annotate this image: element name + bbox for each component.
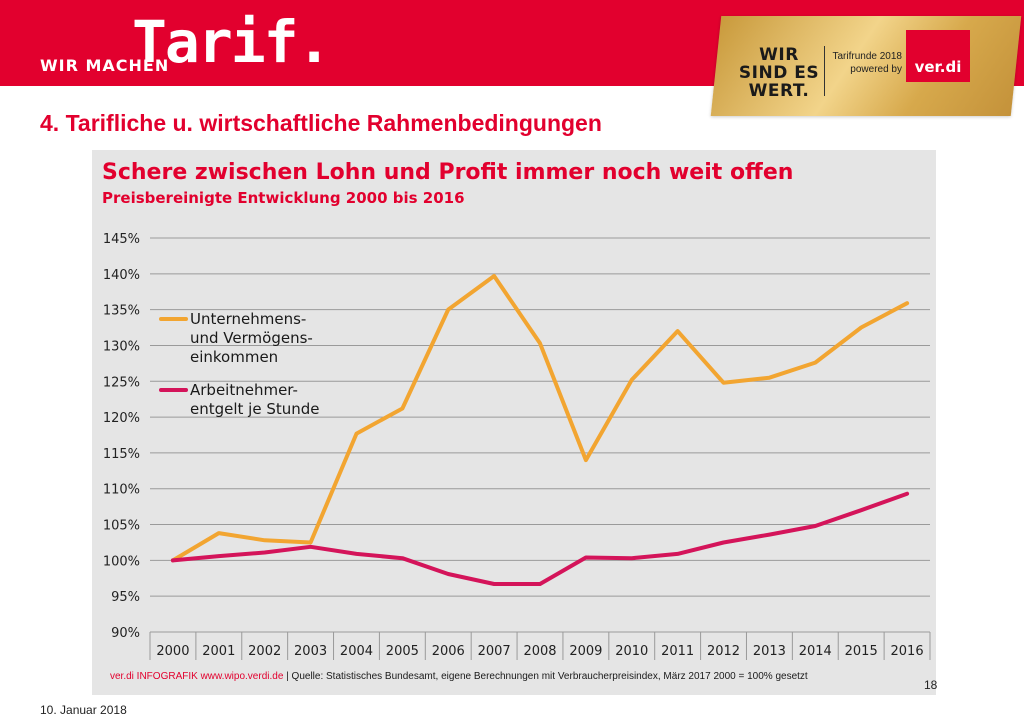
y-tick-label: 120% bbox=[103, 411, 140, 426]
x-tick-label: 2005 bbox=[386, 644, 419, 659]
campaign-slogan-line: SIND ES bbox=[738, 63, 820, 83]
y-tick-label: 125% bbox=[103, 375, 140, 390]
tarifrunde-line: powered by bbox=[850, 64, 902, 75]
x-tick-label: 2001 bbox=[202, 644, 235, 659]
series-line bbox=[170, 491, 910, 586]
banner-divider bbox=[824, 46, 825, 96]
chart-title: Schere zwischen Lohn und Profit immer no… bbox=[102, 160, 794, 185]
tarifrunde-text: Tarifrunde 2018 powered by bbox=[830, 50, 903, 76]
legend-label: Unternehmens- bbox=[190, 310, 306, 328]
x-tick-label: 2006 bbox=[432, 644, 465, 659]
y-tick-label: 95% bbox=[111, 590, 140, 605]
slide-title: 4. Tarifliche u. wirtschaftliche Rahmenb… bbox=[40, 110, 602, 136]
campaign-slogan: WIR SIND ES WERT. bbox=[736, 46, 822, 100]
x-tick-label: 2012 bbox=[707, 644, 740, 659]
y-tick-label: 105% bbox=[103, 519, 140, 534]
x-tick-label: 2000 bbox=[156, 644, 189, 659]
y-tick-label: 130% bbox=[103, 339, 140, 354]
y-tick-label: 140% bbox=[103, 268, 140, 283]
brand-slogan-small: WIR MACHEN bbox=[40, 56, 170, 75]
y-tick-label: 100% bbox=[103, 554, 140, 569]
legend-label: Arbeitnehmer- bbox=[190, 381, 298, 399]
brand-slogan-tarif: Tarif. bbox=[132, 8, 332, 76]
x-tick-label: 2003 bbox=[294, 644, 327, 659]
y-tick-label: 90% bbox=[111, 626, 140, 641]
legend-label: einkommen bbox=[190, 348, 278, 366]
legend-label: und Vermögens- bbox=[190, 329, 313, 347]
x-tick-label: 2013 bbox=[753, 644, 786, 659]
footer-source: | Quelle: Statistisches Bundesamt, eigen… bbox=[286, 671, 808, 682]
chart-footer: ver.di INFOGRAFIK www.wipo.verdi.de | Qu… bbox=[110, 671, 808, 682]
campaign-slogan-line: WERT. bbox=[748, 81, 810, 101]
series-line bbox=[170, 274, 910, 563]
x-tick-label: 2009 bbox=[569, 644, 602, 659]
campaign-slogan-line: WIR bbox=[759, 45, 799, 65]
y-tick-label: 145% bbox=[103, 232, 140, 247]
tarifrunde-line: Tarifrunde 2018 bbox=[832, 51, 903, 62]
x-tick-label: 2010 bbox=[615, 644, 648, 659]
x-tick-label: 2002 bbox=[248, 644, 281, 659]
x-tick-label: 2007 bbox=[478, 644, 511, 659]
y-tick-label: 110% bbox=[103, 483, 140, 498]
slide-date: 10. Januar 2018 bbox=[40, 703, 127, 717]
x-tick-label: 2016 bbox=[891, 644, 924, 659]
x-tick-label: 2011 bbox=[661, 644, 694, 659]
x-tick-label: 2004 bbox=[340, 644, 373, 659]
x-tick-label: 2015 bbox=[845, 644, 878, 659]
legend-label: entgelt je Stunde bbox=[190, 400, 320, 418]
verdi-logo-text: ver.di bbox=[914, 58, 962, 76]
x-tick-label: 2008 bbox=[523, 644, 556, 659]
x-tick-label: 2014 bbox=[799, 644, 832, 659]
chart-panel bbox=[92, 150, 936, 695]
y-tick-label: 135% bbox=[103, 304, 140, 319]
verdi-logo: ver.di bbox=[906, 30, 970, 82]
footer-brand: ver.di INFOGRAFIK www.wipo.verdi.de bbox=[110, 671, 284, 682]
y-tick-label: 115% bbox=[103, 447, 140, 462]
page-number: 18 bbox=[924, 678, 938, 692]
chart-subtitle: Preisbereinigte Entwicklung 2000 bis 201… bbox=[102, 189, 465, 207]
